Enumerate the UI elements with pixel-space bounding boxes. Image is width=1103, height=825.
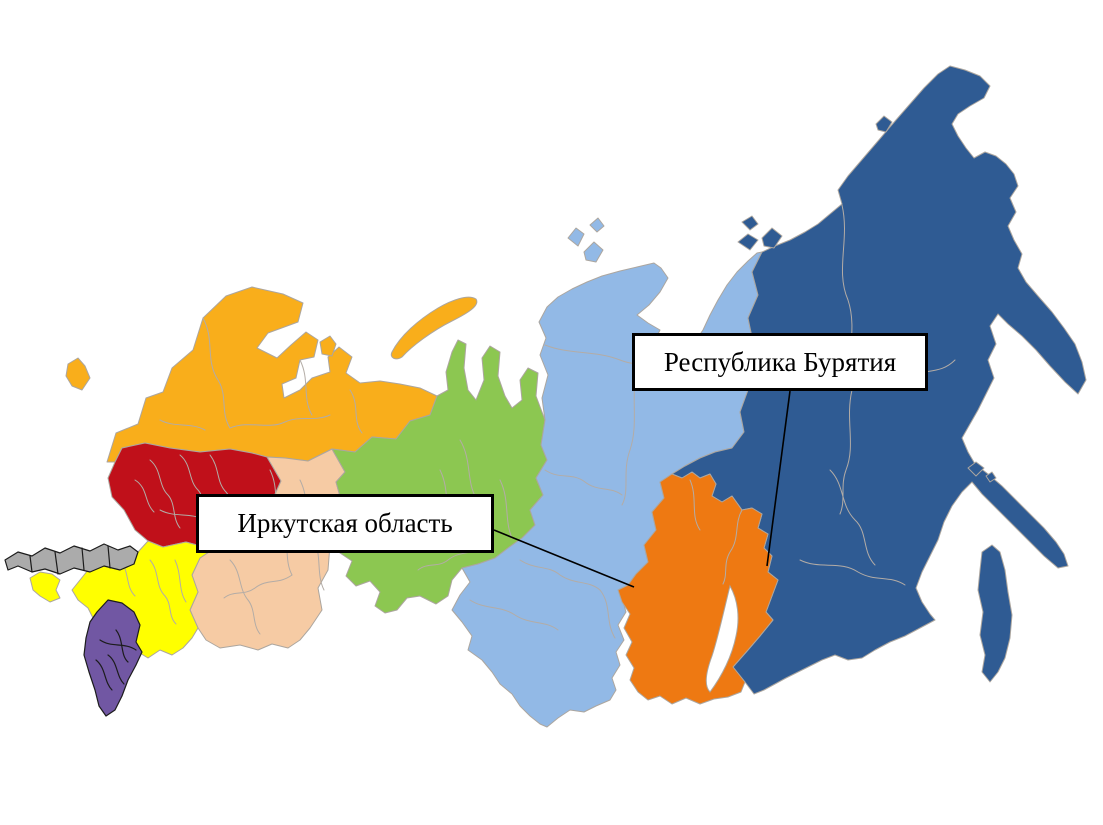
district-northwestern-mainland — [106, 286, 438, 463]
island-sakhalin — [977, 544, 1013, 683]
label-irkutsk-text: Иркутская область — [237, 508, 453, 538]
islands-new-siberian — [737, 215, 783, 251]
islands-severnaya-zemlya — [567, 217, 605, 263]
district-north-caucasus-shape — [83, 599, 143, 717]
district-northwestern — [65, 286, 478, 463]
gray-regions-shape — [4, 543, 139, 575]
district-north-caucasus — [83, 599, 143, 717]
island-novaya-zemlya-south — [319, 335, 337, 357]
island-novaya-zemlya — [390, 296, 478, 360]
leader-line-buryatia — [766, 390, 791, 567]
label-box-irkutsk: Иркутская область — [196, 494, 494, 553]
leader-line-irkutsk — [493, 529, 635, 588]
crimea-peninsula — [29, 571, 61, 603]
lake-baikal — [705, 584, 739, 693]
gray-regions-band — [4, 543, 139, 575]
label-box-buryatia: Республика Бурятия — [632, 333, 928, 391]
highlighted-regions-irkutsk-buryatia — [617, 471, 779, 705]
islands-kuril-north — [967, 461, 997, 483]
label-buryatia-text: Республика Бурятия — [663, 346, 897, 377]
kaliningrad-exclave — [65, 357, 91, 391]
island-wrangel — [875, 115, 893, 133]
